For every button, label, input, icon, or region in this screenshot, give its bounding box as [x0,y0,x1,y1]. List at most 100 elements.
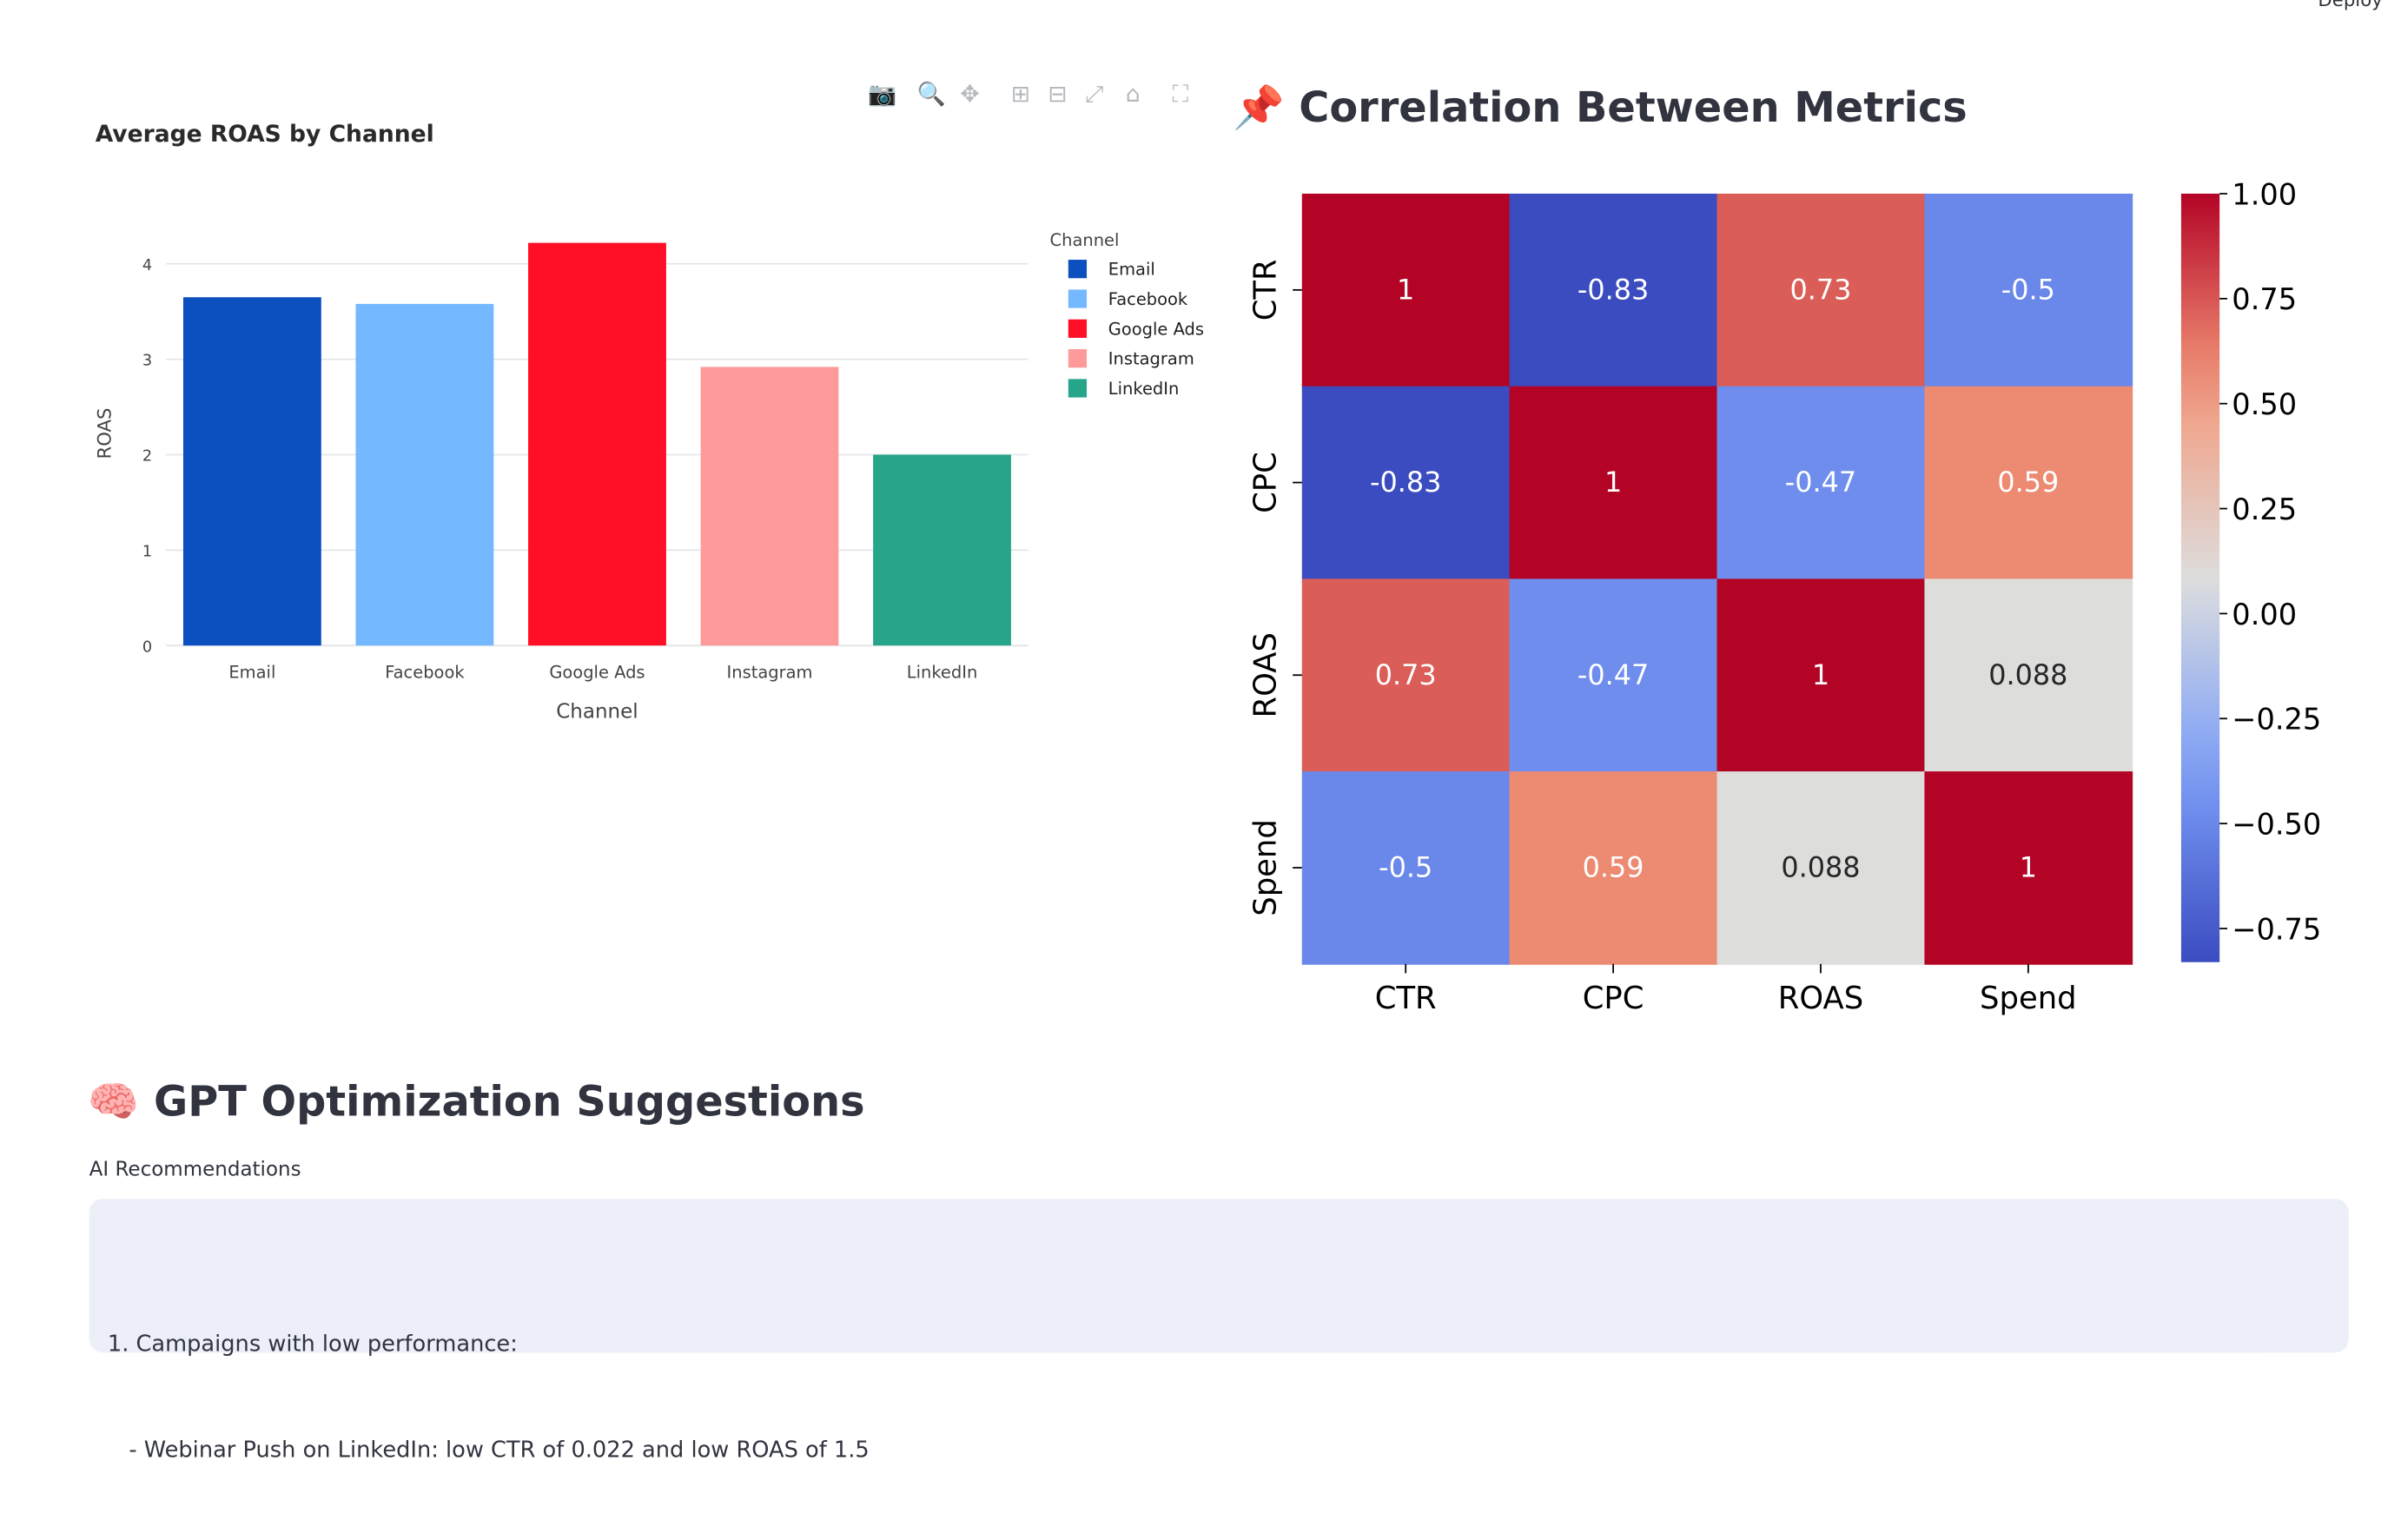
heatmap-cell [1509,771,1718,965]
heatmap-cell [1509,193,1718,387]
cell-label: 0.73 [1790,273,1852,306]
legend-swatch [1068,349,1088,368]
bar-chart-title: Average ROAS by Channel [95,120,434,148]
y-tick-label: 4 [142,257,152,274]
zoom-icon[interactable]: 🔍 [916,80,946,108]
bar-linkedin [873,454,1011,646]
colorbar-tick-label: 0.00 [2232,598,2297,631]
ai-line: - Webinar Push on LinkedIn: low CTR of 0… [107,1438,870,1464]
roas-bar-chart: 0 1 2 3 4 Email Facebook Google Ads Instagram Lin… [94,230,1204,723]
cell-label: 1 [1604,466,1622,499]
heatmap-cell [1716,193,1926,387]
zoom-in-icon[interactable]: ⊞ [1010,80,1031,108]
x-tick-label: Google Ads [549,662,645,682]
heatmap-cell [1924,578,2133,772]
y-tick-label: 0 [142,638,152,656]
legend-title: Channel [1050,230,1120,250]
heatmap-cell [1716,578,1926,772]
colorbar-tick-label: −0.50 [2232,808,2321,842]
heatmap-cell [1301,386,1511,580]
heatmap-cell [1301,578,1511,772]
cell-label: -0.47 [1578,658,1649,691]
reset-axes-icon[interactable]: ⌂ [1125,80,1141,108]
colorbar-tick-label: 0.50 [2232,387,2297,421]
y-tick-label: 3 [142,353,152,370]
gpt-heading: 🧠 GPT Optimization Suggestions [88,1077,865,1127]
cell-label: -0.83 [1578,273,1649,306]
legend-swatch [1068,260,1088,279]
legend-label: Email [1108,260,1155,280]
heatmap-cell [1924,771,2133,965]
heatmap-col-label: CPC [1583,981,1644,1016]
legend-label: LinkedIn [1108,379,1180,399]
camera-icon[interactable]: 📷 [868,80,897,108]
cell-label: 1 [1397,273,1414,306]
cell-label: 1 [2020,851,2037,884]
ai-line: 1. Campaigns with low performance: [107,1332,518,1358]
cell-label: -0.47 [1785,466,1856,499]
heatmap-col-label: ROAS [1778,981,1863,1016]
x-tick-label: Email [228,662,275,682]
heatmap-col-label: CTR [1375,981,1437,1016]
fullscreen-icon[interactable]: ⛶ [1172,80,1189,108]
cell-label: -0.5 [2001,273,2055,306]
bar-google-ads [528,242,666,646]
x-tick-label: LinkedIn [907,662,978,682]
colorbar-tick-label: 0.25 [2232,492,2297,526]
correlation-title: Correlation Between Metrics [1299,84,1968,133]
x-tick-label: Facebook [385,662,465,682]
cell-label: -0.5 [1379,851,1432,884]
heatmap-cell [1924,193,2133,387]
cell-label: 1 [1812,658,1829,691]
y-tick-label: 1 [142,543,152,560]
gpt-title: GPT Optimization Suggestions [154,1079,865,1127]
colorbar [2180,193,2220,962]
cell-label: 0.088 [1988,658,2067,691]
x-tick-label: Instagram [727,662,813,682]
bar-facebook [355,303,494,646]
cell-label: 0.088 [1781,851,1860,884]
heatmap-row-label: CPC [1248,452,1284,513]
heatmap-cell [1301,771,1511,965]
ai-recommendations-box: 1. Campaigns with low performance: - Web… [89,1199,2349,1464]
heatmap-row-label: ROAS [1248,632,1284,717]
y-axis-title: ROAS [94,407,116,459]
cell-label: 0.59 [1583,851,1644,884]
heatmap-cell [1924,386,2133,580]
legend-swatch [1068,319,1088,338]
cell-label: -0.83 [1370,466,1441,499]
zoom-out-icon[interactable]: ⊟ [1048,80,1068,108]
x-axis-title: Channel [556,700,638,723]
pin-icon: 📌 [1233,84,1285,133]
colorbar-tick-label: −0.75 [2232,912,2321,946]
heatmap-cell [1716,771,1926,965]
autoscale-icon[interactable]: ⤢ [1085,80,1104,108]
pan-icon[interactable]: ✥ [960,80,980,108]
heatmap-row-label: Spend [1248,819,1284,916]
legend-label: Google Ads [1108,319,1204,339]
heatmap-cell [1301,193,1511,387]
heatmap-cell [1509,386,1718,580]
colorbar-tick-label: −0.25 [2232,703,2321,737]
heatmap-cell [1716,386,1926,580]
cell-label: 0.59 [1997,466,2059,499]
heatmap-row-label: CTR [1248,259,1284,321]
legend-label: Instagram [1108,349,1194,369]
bar-instagram [700,367,839,646]
ai-recommendations-text: 1. Campaigns with low performance: - Web… [108,1257,870,1540]
legend-swatch [1068,379,1088,398]
heatmap-col-label: Spend [1980,981,2077,1016]
correlation-heatmap: 1 -0.83 0.73 -0.5 CTR -0.83 1 -0.47 0.59 CPC 0.73 -… [1248,177,2322,1016]
cell-label: 0.73 [1375,658,1437,691]
y-tick-label: 2 [142,448,152,466]
legend-label: Facebook [1108,289,1188,309]
ai-recommendations-label: AI Recommendations [89,1159,301,1182]
colorbar-tick-label: 1.00 [2232,177,2297,211]
colorbar-tick-label: 0.75 [2232,282,2297,316]
deploy-button[interactable]: Deploy [2318,0,2383,11]
heatmap-cell [1509,578,1718,772]
brain-icon: 🧠 [87,1079,140,1127]
bar-email [182,297,321,646]
legend-swatch [1068,289,1088,308]
correlation-heading: 📌 Correlation Between Metrics [1233,83,1968,133]
